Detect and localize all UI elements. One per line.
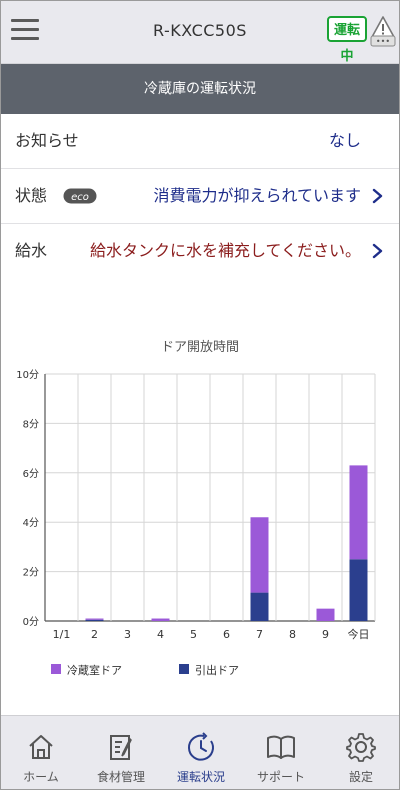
top-bar: R-KXCC50S 運転中 ••• xyxy=(1,1,399,64)
door-open-time-chart: ドア開放時間 0分 2分 4分 6分 8分 10分 1/1 2 3 4 5 6 7 8 9 今日 冷蔵室ドア 引… xyxy=(1,275,399,715)
chevron-right-icon xyxy=(372,188,383,204)
notice-row: お知らせ なし xyxy=(1,114,399,169)
bar-segment xyxy=(349,559,368,621)
eco-icon: eco xyxy=(63,188,97,204)
y-tick-label: 4分 xyxy=(23,517,39,529)
gear-icon xyxy=(346,733,376,762)
y-tick-label: 10分 xyxy=(16,369,39,381)
eco-badge-text: eco xyxy=(71,192,89,203)
legend-swatch xyxy=(51,664,61,674)
warning-icon[interactable]: ••• xyxy=(369,15,397,47)
x-tick-label: 8 xyxy=(289,628,296,641)
book-icon xyxy=(267,735,295,759)
nav-settings[interactable]: 設定 xyxy=(321,716,399,789)
info-list: お知らせ なし 状態 eco 消費電力が抑えられています 給水 給水タンクに水を… xyxy=(1,114,399,279)
water-supply-value: 給水タンクに水を補充してください。 xyxy=(89,241,361,260)
legend-swatch xyxy=(179,664,189,674)
nav-food-management-label: 食材管理 xyxy=(96,770,145,784)
nav-settings-label: 設定 xyxy=(348,770,373,784)
app-title: R-KXCC50S xyxy=(153,21,247,40)
chevron-right-icon xyxy=(372,243,383,259)
y-tick-label: 8分 xyxy=(23,418,39,430)
chart-title: ドア開放時間 xyxy=(161,340,239,355)
food-management-icon xyxy=(110,735,132,760)
x-tick-label: 5 xyxy=(190,628,197,641)
operating-status-badge[interactable]: 運転中 xyxy=(327,16,367,64)
x-tick-label: 3 xyxy=(124,628,131,641)
water-supply-row[interactable]: 給水 給水タンクに水を補充してください。 xyxy=(1,224,399,279)
section-title: 冷蔵庫の運転状況 xyxy=(1,64,399,114)
notice-label: お知らせ xyxy=(15,131,79,150)
y-tick-label: 2分 xyxy=(23,567,39,579)
nav-support-label: サポート xyxy=(256,770,305,784)
nav-operation-status[interactable]: 運転状況 xyxy=(161,716,241,789)
state-row[interactable]: 状態 eco 消費電力が抑えられています xyxy=(1,169,399,224)
warning-dots: ••• xyxy=(376,37,390,46)
chart-svg: ドア開放時間 0分 2分 4分 6分 8分 10分 1/1 2 3 4 5 6 7 8 9 今日 冷蔵室ドア 引… xyxy=(16,340,376,677)
x-tick-label: 今日 xyxy=(348,627,370,641)
bar-segment xyxy=(85,618,104,620)
nav-home-label: ホーム xyxy=(23,770,59,784)
legend-label: 冷蔵室ドア xyxy=(67,663,122,677)
x-tick-label: 7 xyxy=(256,628,263,641)
y-tick-label: 0分 xyxy=(23,616,39,628)
nav-support[interactable]: サポート xyxy=(241,716,321,789)
bar-segment xyxy=(250,592,269,621)
bar-segment xyxy=(316,608,335,621)
nav-food-management[interactable]: 食材管理 xyxy=(81,716,161,789)
notice-value: なし xyxy=(328,131,361,150)
state-value: 消費電力が抑えられています xyxy=(153,186,361,205)
nav-home[interactable]: ホーム xyxy=(1,716,81,789)
operation-status-icon xyxy=(187,732,214,761)
nav-operation-status-label: 運転状況 xyxy=(176,770,225,784)
x-tick-label: 4 xyxy=(157,628,164,641)
x-tick-label: 6 xyxy=(223,628,230,641)
state-label: 状態 xyxy=(15,186,48,205)
menu-icon[interactable] xyxy=(11,19,39,41)
bar-segment xyxy=(250,517,269,593)
water-supply-label: 給水 xyxy=(15,241,48,260)
x-tick-label: 9 xyxy=(322,628,329,641)
y-tick-label: 6分 xyxy=(23,468,39,480)
bottom-navigation: ホーム 食材管理 運転状況 サポート xyxy=(1,715,399,789)
legend-label: 引出ドア xyxy=(195,663,239,677)
x-tick-label: 1/1 xyxy=(53,628,71,641)
x-tick-label: 2 xyxy=(91,628,98,641)
home-icon xyxy=(29,735,53,759)
bar-segment xyxy=(85,619,104,621)
bar-segment xyxy=(151,618,170,621)
bar-segment xyxy=(349,465,368,560)
